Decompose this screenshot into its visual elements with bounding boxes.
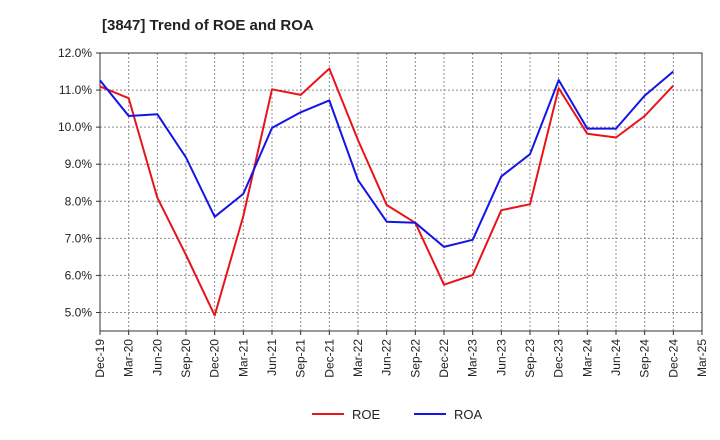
y-tick-label: 6.0% [65, 268, 93, 282]
x-tick-label: Mar-23 [466, 339, 480, 377]
x-tick-label: Mar-21 [236, 339, 250, 377]
y-tick-label: 12.0% [58, 46, 92, 60]
grid-layer [100, 53, 702, 331]
x-tick-label: Jun-22 [380, 339, 394, 376]
y-tick-label: 9.0% [65, 157, 93, 171]
plot-frame [99, 52, 703, 332]
x-tick-label: Dec-19 [93, 339, 107, 378]
x-tick-label: Sep-22 [408, 339, 422, 378]
x-tick-label: Mar-24 [580, 339, 594, 377]
y-tick-label: 11.0% [59, 83, 92, 97]
x-tick-label: Dec-24 [666, 339, 680, 378]
y-tick-label: 10.0% [58, 120, 92, 134]
series-layer [99, 67, 675, 317]
y-tick-label: 7.0% [65, 231, 93, 245]
chart-title: [3847] Trend of ROE and ROA [102, 17, 314, 34]
x-tick-label: Mar-22 [351, 339, 365, 377]
roa-legend-label: ROA [454, 407, 483, 422]
roe-legend-label: ROE [352, 407, 381, 422]
x-tick-label: Mar-25 [695, 339, 709, 377]
x-tick-label: Dec-23 [552, 339, 566, 378]
x-tick-label: Jun-24 [609, 339, 623, 376]
x-tick-label: Dec-21 [322, 339, 336, 378]
legend: ROE ROA [312, 407, 483, 422]
x-tick-label: Dec-20 [208, 339, 222, 378]
roa-series-line [99, 70, 674, 248]
x-tick-label: Sep-23 [523, 339, 537, 378]
y-tick-label: 8.0% [65, 194, 93, 208]
x-tick-label: Mar-20 [122, 339, 136, 377]
roe-series-line [99, 67, 675, 317]
x-tick-label: Jun-23 [494, 339, 508, 376]
x-tick-label: Dec-22 [437, 339, 451, 378]
x-tick-label: Jun-21 [265, 339, 279, 376]
x-tick-label: Sep-24 [638, 339, 652, 378]
x-tick-label: Sep-20 [179, 339, 193, 378]
y-tick-label: 5.0% [65, 305, 93, 319]
x-tick-label: Sep-21 [294, 339, 308, 378]
axis-layer: 12.0% 11.0% 10.0% 9.0% 8.0% 7.0% 6.0% 5.0% Dec-1… [58, 46, 709, 378]
x-tick-label: Jun-20 [150, 339, 164, 376]
